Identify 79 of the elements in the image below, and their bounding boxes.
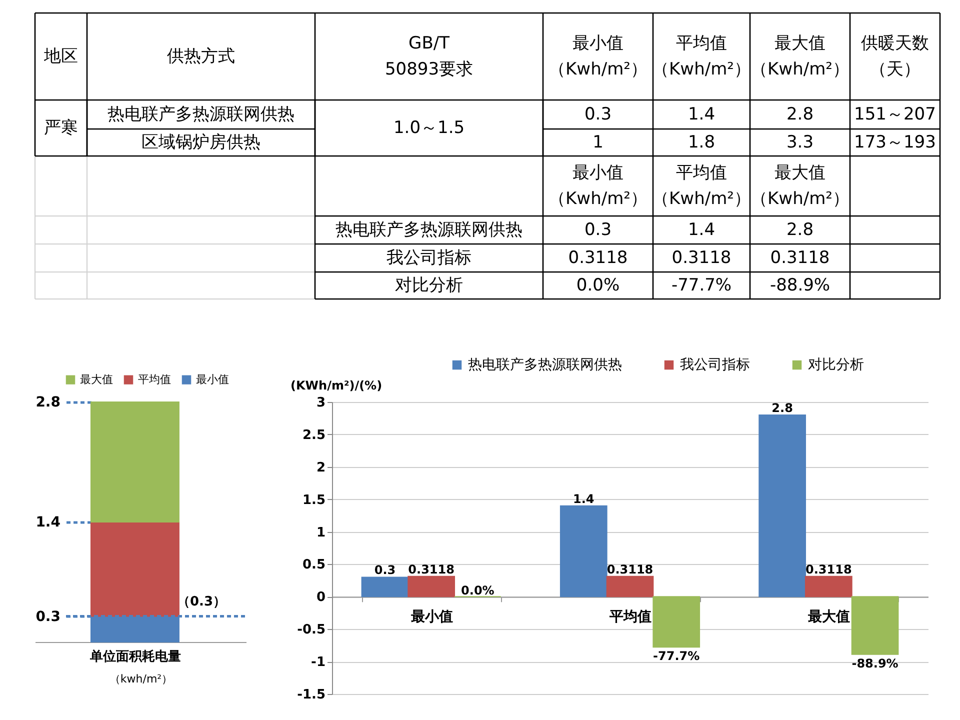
- legend-label: 平均值: [138, 372, 171, 386]
- bar: [758, 414, 806, 598]
- text: 地区: [43, 46, 78, 66]
- y-tick-label: 1: [316, 525, 326, 540]
- text: 173～193: [854, 132, 936, 152]
- text: 最小值（Kwh/m²）: [548, 163, 648, 209]
- bar: [804, 576, 852, 598]
- bar: [851, 596, 899, 655]
- y-tick-label: -1: [311, 655, 326, 670]
- text: 1.8: [688, 132, 716, 152]
- y-tick-label: 2.5: [302, 428, 326, 443]
- y-tick-label: 1.4: [36, 514, 61, 530]
- bar: [361, 576, 409, 598]
- data-label: -88.9%: [852, 656, 898, 670]
- text: 2.8: [786, 104, 814, 124]
- text: 最大值（Kwh/m²）: [750, 34, 850, 80]
- text: 1.4: [688, 220, 716, 240]
- x-tick-label: 平均值: [608, 609, 652, 626]
- y-axis-title: (KWh/m²)/(%): [290, 378, 382, 392]
- text: 151～207: [854, 104, 936, 124]
- text: 严寒: [44, 118, 78, 138]
- text: 3.3: [786, 132, 814, 152]
- text: 热电联产多热源联网供热: [108, 104, 294, 124]
- legend-label: 我公司指标: [680, 357, 750, 373]
- data-label: 0.3118: [606, 562, 654, 576]
- y-tick-label: -0.5: [297, 622, 326, 638]
- text: 对比分析: [395, 276, 463, 296]
- x-axis-title: （kwh/m²）: [109, 672, 173, 686]
- text: 0.3: [584, 220, 612, 240]
- text: 0.3118: [770, 248, 830, 268]
- text: -88.9%: [770, 276, 830, 296]
- text: 最小值（Kwh/m²）: [548, 34, 648, 80]
- y-tick-label: 0.5: [302, 558, 326, 573]
- text: 0.3118: [672, 248, 732, 268]
- bar: [652, 596, 700, 648]
- y-tick-label: 2: [316, 460, 326, 476]
- data-label: -77.7%: [653, 649, 700, 664]
- ref-line-label: （0.3）: [176, 594, 226, 610]
- text: 区域锅炉房供热: [142, 132, 260, 152]
- text: 我公司指标: [386, 248, 472, 268]
- text: 0.3118: [568, 248, 628, 268]
- text: GB/T 50893要求: [384, 34, 474, 80]
- text: 最大值（Kwh/m²）: [750, 163, 850, 209]
- bar: [90, 522, 180, 617]
- x-tick-label: 最大值: [807, 609, 850, 626]
- data-label: 2.8: [772, 400, 793, 415]
- bar: [90, 402, 180, 522]
- y-tick-label: 0: [316, 590, 326, 606]
- text: 热电联产多热源联网供热: [336, 220, 522, 240]
- legend-label: 最小值: [196, 372, 229, 386]
- text: 1: [592, 132, 604, 152]
- y-tick-label: 1.5: [302, 492, 326, 508]
- text: 供暖天数（天）: [861, 34, 929, 80]
- bar: [606, 576, 654, 598]
- text: 1.0～1.5: [393, 118, 465, 138]
- x-tick-label: 单位面积耗电量: [88, 648, 181, 664]
- legend-label: 最大值: [80, 372, 113, 386]
- y-tick-label: 3: [316, 396, 326, 410]
- text: 供热方式: [167, 46, 235, 66]
- bar: [408, 576, 456, 598]
- y-tick-label: 2.8: [36, 394, 60, 410]
- text: 0.3: [584, 104, 612, 124]
- data-label: 0.3118: [408, 562, 454, 576]
- bar: [560, 505, 608, 598]
- data-label: 0.0%: [461, 584, 494, 598]
- text: 0.0%: [576, 276, 620, 296]
- data-label: 1.4: [573, 492, 594, 506]
- text: 平均值（Kwh/m²）: [652, 163, 751, 209]
- y-tick-label: 0.3: [36, 608, 60, 625]
- data-label: 0.3118: [806, 562, 852, 576]
- text: 1.4: [688, 104, 716, 124]
- text: 2.8: [786, 220, 814, 240]
- legend-label: 对比分析: [808, 357, 864, 373]
- text: -77.7%: [671, 276, 732, 296]
- data-label: 0.3: [374, 563, 396, 578]
- text: 平均值（Kwh/m²）: [652, 34, 751, 80]
- x-tick-label: 最小值: [410, 609, 453, 626]
- legend-label: 热电联产多热源联网供热: [468, 357, 622, 373]
- y-tick-label: -1.5: [297, 688, 326, 702]
